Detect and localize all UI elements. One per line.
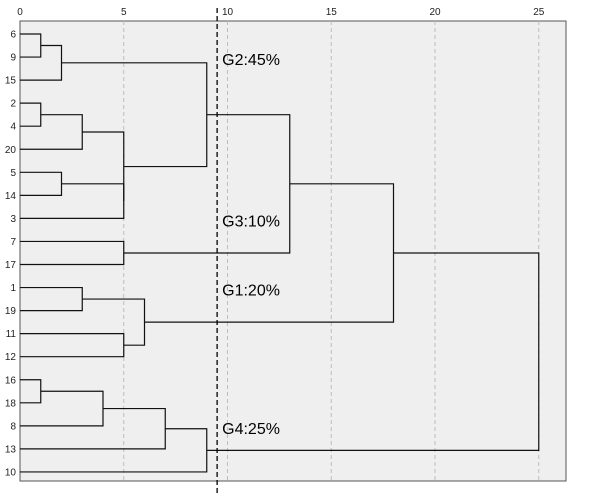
dendrogram-link-18 bbox=[206, 252, 540, 451]
leaf-label: 6 bbox=[10, 30, 16, 41]
leaf-label: 4 bbox=[10, 122, 16, 133]
x-tick-label: 20 bbox=[429, 7, 441, 18]
leaf-label: 16 bbox=[5, 375, 17, 386]
leaf-label: 1 bbox=[10, 283, 16, 294]
leaf-label: 5 bbox=[10, 168, 16, 179]
leaf-label: 2 bbox=[10, 99, 16, 110]
dendrogram-link-6 bbox=[82, 131, 125, 202]
leaf-label: 15 bbox=[5, 76, 17, 87]
leaf-labels: 6 9 15 2 4 20 5 14 3 7 17 1 19 11 12 16 18 8 13 10 bbox=[5, 30, 17, 479]
x-tick-label: 5 bbox=[121, 7, 127, 18]
leaf-label: 14 bbox=[5, 191, 17, 202]
leaf-label: 13 bbox=[5, 444, 17, 455]
leaf-label: 11 bbox=[6, 329, 17, 340]
leaf-label: 3 bbox=[10, 214, 16, 225]
group-annotation: G3:10% bbox=[222, 213, 280, 230]
leaf-label: 19 bbox=[5, 306, 17, 317]
group-annotation: G2:45% bbox=[222, 52, 280, 69]
leaf-label: 18 bbox=[5, 398, 17, 409]
x-axis-ticks: 0 5 10 15 20 25 bbox=[17, 7, 545, 18]
dendrogram-links bbox=[20, 33, 540, 473]
leaf-label: 10 bbox=[5, 467, 17, 478]
plot-area bbox=[19, 20, 567, 482]
leaf-label: 20 bbox=[5, 145, 17, 156]
x-tick-label: 15 bbox=[326, 7, 338, 18]
leaf-label: 8 bbox=[10, 421, 16, 432]
leaf-label: 7 bbox=[10, 237, 16, 248]
x-tick-label: 25 bbox=[533, 7, 545, 18]
x-tick-label: 10 bbox=[222, 7, 234, 18]
leaf-label: 12 bbox=[5, 352, 17, 363]
leaf-label: 9 bbox=[10, 53, 16, 64]
x-tick-label: 0 bbox=[17, 7, 23, 18]
group-annotation: G1:20% bbox=[222, 283, 280, 300]
group-annotation: G4:25% bbox=[222, 421, 280, 438]
leaf-label: 17 bbox=[5, 260, 17, 271]
group-annotations: G2:45% G3:10% G1:20% G4:25% bbox=[222, 52, 280, 438]
